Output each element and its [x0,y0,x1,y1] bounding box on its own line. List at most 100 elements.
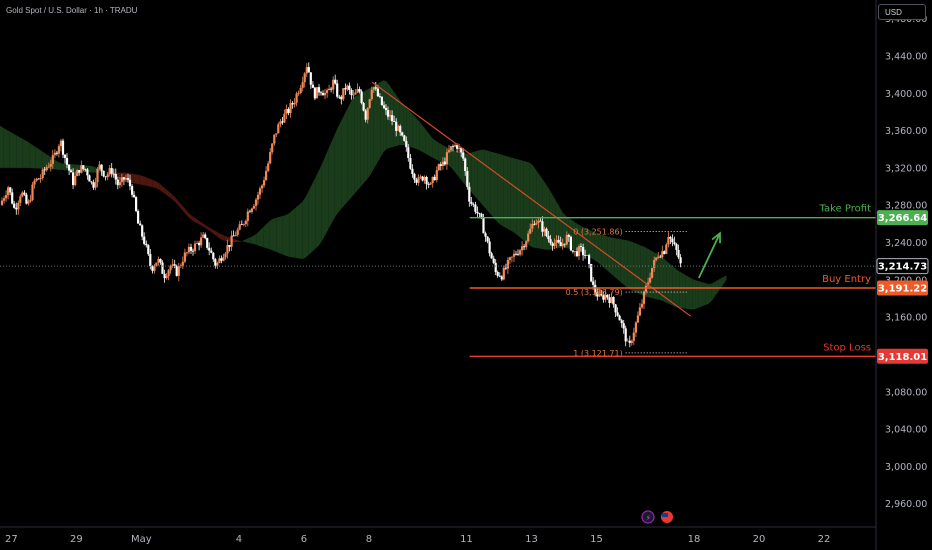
candle-bear [65,157,69,165]
candle-bull [230,235,233,247]
candle-bear [466,171,469,187]
candle-bull [242,224,245,225]
cloud-segment-bullish [591,230,595,261]
candle-bear [340,96,343,100]
cloud-segment-bullish [529,162,534,248]
candle-bull [332,79,335,90]
candle-bear [677,249,680,258]
candle-bull [17,202,20,210]
candle-bear [173,264,176,266]
candle-bear [362,103,365,111]
candle-bear [504,267,507,269]
cloud-segment-bullish [331,134,335,224]
level-label: Stop Loss [823,342,871,353]
candle-bear [206,238,209,248]
candle-bear [135,197,138,212]
candle-bull [531,223,534,229]
cloud-segment-bullish [513,158,517,235]
candle-bull [3,198,6,201]
candle-bear [204,234,207,239]
candle-bull [29,200,32,202]
time-axis[interactable]: 27 29 May 4 6 8 11 13 15 18 20 22 [5,534,830,545]
candle-bull [634,322,637,333]
candle-bull [193,243,197,251]
candle-bear [673,242,676,245]
cloud-segment-bullish [399,100,404,145]
candle-bear [403,135,406,141]
cloud-segment-bullish [325,149,329,236]
candle-bear [378,96,381,97]
candle-bear [433,176,436,181]
candle-bull [177,266,180,276]
candle-bull [273,134,276,144]
cloud-segment-bullish [536,170,540,249]
cloud-segment-bullish [6,129,10,168]
symbol-title[interactable]: Gold Spot / U.S. Dollar · 1h · TRADU [6,6,138,15]
event-icons[interactable]: ⚡ [641,510,673,524]
cloud-segment-bullish [562,211,566,248]
projection-arrow-shaft [698,232,721,279]
lightning-event-icon[interactable] [641,510,655,524]
candle-bull [181,261,184,266]
candle-bull [299,87,302,93]
candle-bull [301,82,304,88]
candle-bull [297,93,300,94]
candle-bear [380,96,383,106]
currency-button[interactable]: USD [878,4,926,20]
candle-bear [374,87,377,89]
level-label: Buy Entry [822,274,871,285]
candle-bear [482,218,485,234]
price-tick-label: 3,360.00 [885,126,927,137]
cloud-segment-bullish [633,242,638,293]
candle-bear [472,203,475,205]
cloud-segment-bullish [0,125,4,168]
cloud-segment-bearish [143,176,147,186]
candle-bear [624,328,627,342]
cloud-segment-bearish [224,235,228,242]
candle-bull [200,237,203,246]
cloud-segment-bullish [250,235,254,244]
cloud-segment-bullish [637,243,641,295]
candle-bull [626,340,629,342]
cloud-segment-bullish [247,237,251,244]
cloud-segment-bearish [165,188,169,197]
candle-bear [478,213,481,214]
candle-bull [202,234,205,238]
candle-bear [563,243,566,245]
candle-bear [600,293,603,296]
candle-bear [281,121,284,123]
candle-bull [655,257,658,260]
downtrend-line[interactable] [371,81,692,317]
cloud-segment-bullish [698,281,703,308]
cloud-segment-bullish [419,121,423,152]
cloud-segment-bullish [682,273,686,309]
candle-bear [147,245,150,255]
cloud-segment-bullish [646,248,651,298]
cloud-segment-bullish [240,240,244,242]
cloud-segment-bearish [182,205,186,214]
cloud-segment-bullish [708,283,712,304]
cloud-segment-bullish [432,137,436,160]
cloud-segment-bullish [289,210,293,258]
candle-bull [155,262,158,267]
cloud-segment-bullish [507,156,511,231]
cloud-segment-bullish [695,280,699,309]
candle-bull [96,168,99,183]
candle-bull [638,307,641,316]
cloud-segment-bullish [351,97,355,198]
candle-bear [43,169,46,171]
candle-bull [642,291,646,304]
candle-bear [439,164,442,166]
cloud-segment-bullish [273,217,277,252]
cloud-segment-bullish [16,135,20,168]
cloud-segment-bullish [435,140,439,161]
price-tick-label: 3,080.00 [885,387,927,398]
cloud-segment-bearish [217,232,221,240]
cloud-segment-bullish [685,275,690,310]
candle-bear [606,294,609,298]
cloud-segment-bullish [523,160,527,243]
candle-bear [545,228,548,236]
candle-bull [185,252,188,254]
cloud-segment-bullish [640,245,644,296]
